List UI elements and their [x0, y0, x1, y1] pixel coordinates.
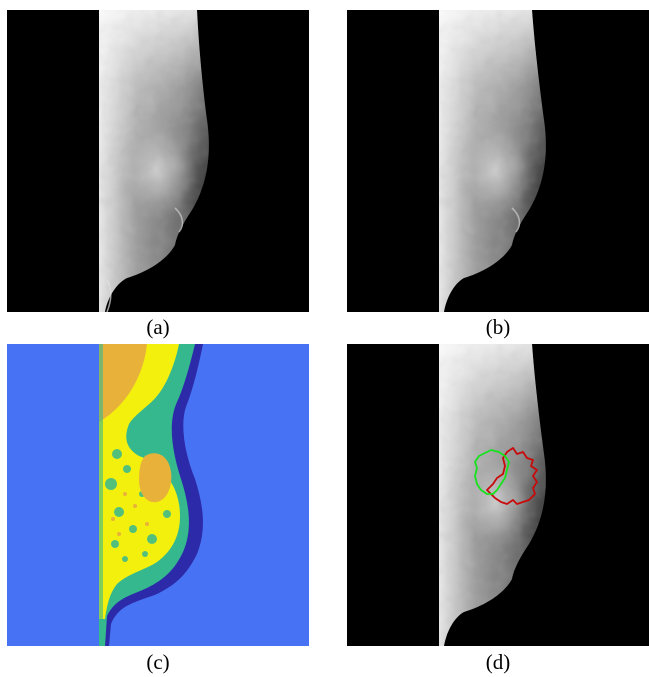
segmentation-map — [7, 344, 309, 646]
green-contour — [474, 449, 510, 495]
caption-d: (d) — [485, 650, 511, 674]
panel-d-contour-overlay — [347, 344, 649, 646]
mammogram-image — [347, 10, 649, 312]
caption-b: (b) — [485, 315, 511, 339]
mammogram-image — [7, 10, 309, 312]
panel-b-preprocessed-mammogram — [347, 10, 649, 312]
mammogram-with-contours — [347, 344, 649, 646]
caption-a: (a) — [146, 315, 170, 339]
red-contour — [486, 447, 538, 505]
panel-c-cluster-segmentation — [7, 344, 309, 646]
caption-c: (c) — [146, 650, 170, 674]
panel-a-original-mammogram — [7, 10, 309, 312]
